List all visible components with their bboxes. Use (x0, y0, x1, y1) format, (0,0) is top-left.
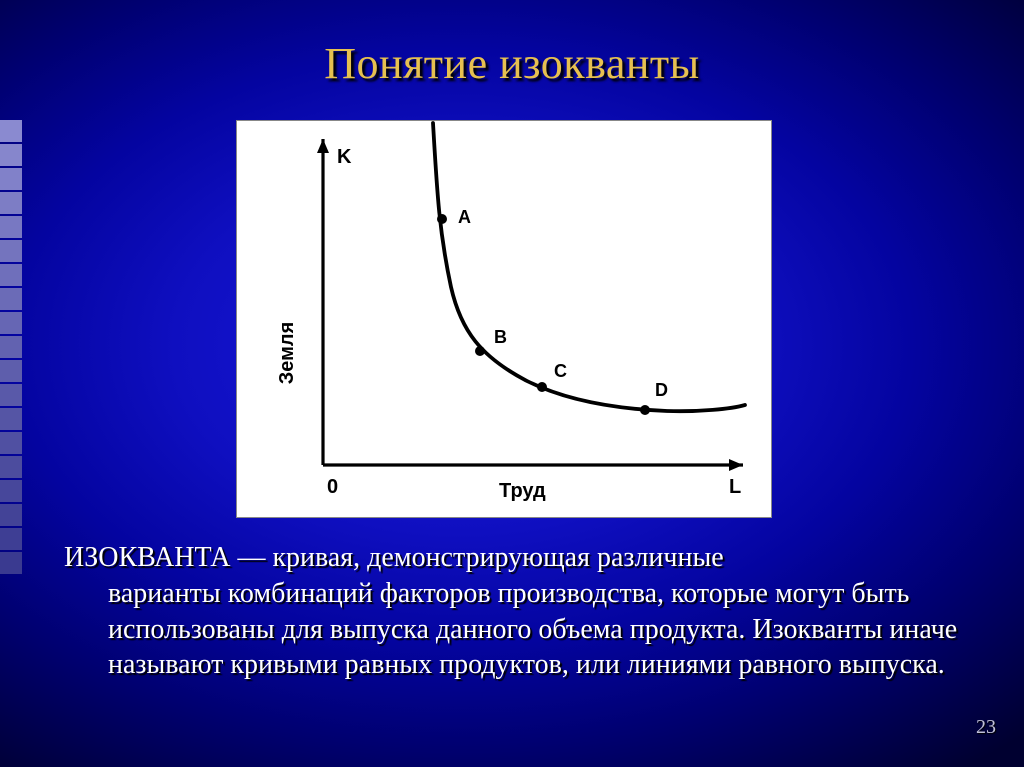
point-label-D: D (655, 380, 668, 400)
deco-square (0, 216, 22, 238)
deco-square (0, 408, 22, 430)
deco-square (0, 288, 22, 310)
deco-square (0, 312, 22, 334)
deco-square (0, 144, 22, 166)
point-D (640, 405, 650, 415)
deco-square (0, 528, 22, 550)
axis-label-k: K (337, 146, 352, 168)
deco-square (0, 336, 22, 358)
deco-square (0, 168, 22, 190)
page-number: 23 (976, 716, 996, 739)
deco-square (0, 432, 22, 454)
term: ИЗОКВАНТА (64, 542, 230, 573)
decorative-squares (0, 120, 46, 576)
y-axis-title: Земля (276, 322, 298, 385)
deco-square (0, 480, 22, 502)
isoquant-chart: A B C D K L 0 Труд Земля (236, 120, 772, 518)
point-A (437, 214, 447, 224)
origin-label: 0 (327, 476, 338, 498)
slide: Понятие изокванты A B C D K L 0 Труд Земля ИЗОКВ… (0, 0, 1024, 767)
deco-square (0, 456, 22, 478)
point-C (537, 382, 547, 392)
point-label-C: C (554, 361, 567, 381)
deco-square (0, 384, 22, 406)
deco-square (0, 192, 22, 214)
point-label-B: B (494, 327, 507, 347)
deco-square (0, 120, 22, 142)
deco-square (0, 264, 22, 286)
deco-square (0, 504, 22, 526)
deco-square (0, 552, 22, 574)
slide-title: Понятие изокванты (0, 38, 1024, 89)
deco-square (0, 360, 22, 382)
definition-text: ИЗОКВАНТА — кривая, демонстрирующая разл… (64, 540, 974, 683)
dash: — (230, 542, 272, 573)
def-continuation: варианты комбинаций факторов производств… (64, 576, 974, 683)
point-B (475, 346, 485, 356)
x-axis-title: Труд (499, 480, 546, 502)
axis-label-l: L (729, 476, 741, 498)
def-first-line: кривая, демонстрирующая различные (272, 542, 723, 573)
deco-square (0, 240, 22, 262)
point-label-A: A (458, 207, 471, 227)
